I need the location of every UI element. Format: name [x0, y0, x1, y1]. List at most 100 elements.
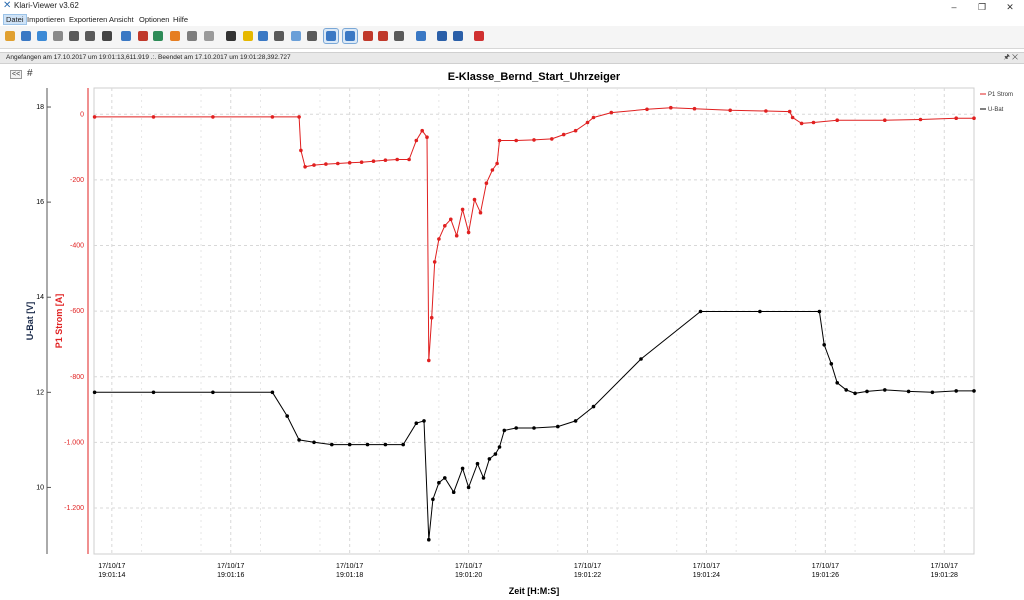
- ubat-data-point: [906, 389, 911, 394]
- menu-ansicht[interactable]: Ansicht: [109, 15, 134, 24]
- eraser-icon[interactable]: [414, 29, 428, 43]
- strom-data-point: [336, 161, 340, 166]
- strom-data-point: [645, 107, 649, 112]
- x-tick-time: 19:01:18: [336, 572, 363, 579]
- ubat-data-point: [466, 485, 471, 490]
- document-icon-glyph: [121, 31, 131, 41]
- menu-hilfe[interactable]: Hilfe: [173, 15, 189, 24]
- book-icon-glyph: [437, 31, 447, 41]
- grid-toggle-icon[interactable]: #: [27, 68, 33, 79]
- line-chart-icon[interactable]: [342, 28, 358, 44]
- shapes-icon-glyph: [243, 31, 253, 41]
- eraser-icon-glyph: [416, 31, 426, 41]
- x-tick-time: 19:01:16: [217, 572, 244, 579]
- print-icon[interactable]: [67, 29, 81, 43]
- info-icon[interactable]: [451, 29, 465, 43]
- ubat-data-point: [930, 390, 935, 395]
- strom-tick-label: -400: [70, 243, 84, 250]
- wrench-icon[interactable]: [51, 29, 65, 43]
- strom-data-point: [443, 224, 447, 228]
- ubat-data-point: [365, 442, 370, 447]
- strom-data-point: [449, 217, 453, 222]
- ubat-data-point: [451, 490, 456, 495]
- collapse-button[interactable]: <<: [10, 70, 23, 79]
- line-chart-icon-glyph: [345, 31, 355, 41]
- grid-icon-glyph: [204, 31, 214, 41]
- strom-data-point: [437, 237, 441, 241]
- chart-area: << # E-Klasse_Bernd_Start_Uhrzeiger 17/10…: [0, 62, 1024, 600]
- menu-importieren[interactable]: Importieren: [27, 15, 65, 24]
- strom-data-point: [972, 116, 976, 120]
- ubat-data-point: [347, 442, 352, 447]
- wrench-icon-glyph: [53, 31, 63, 41]
- pdf-icon[interactable]: [136, 29, 150, 43]
- close-pane-icon[interactable]: ✕: [1011, 54, 1018, 61]
- chart-bar-icon[interactable]: [185, 29, 199, 43]
- palette-icon[interactable]: [168, 29, 182, 43]
- ubat-data-point: [383, 442, 388, 447]
- grid-icon[interactable]: [202, 29, 216, 43]
- measure-icon[interactable]: [256, 29, 270, 43]
- info-icon-glyph: [453, 31, 463, 41]
- strom-data-point: [490, 168, 495, 172]
- export-icon[interactable]: [151, 29, 165, 43]
- menu-exportieren[interactable]: Exportieren: [69, 15, 108, 24]
- strom-data-point: [299, 148, 303, 153]
- strom-data-point: [92, 115, 97, 119]
- save-icon[interactable]: [83, 29, 97, 43]
- strom-data-point: [550, 137, 554, 141]
- strom-data-point: [799, 121, 804, 126]
- strom-data-point: [270, 115, 275, 119]
- ubat-data-point: [285, 414, 290, 418]
- menu-datei[interactable]: Datei: [3, 14, 27, 25]
- shapes-icon[interactable]: [241, 29, 255, 43]
- ubat-data-point: [591, 404, 596, 409]
- marker-icon[interactable]: [376, 29, 390, 43]
- document-icon[interactable]: [119, 29, 133, 43]
- ubat-data-point: [844, 388, 848, 392]
- pin-icon[interactable]: 🖈: [1003, 54, 1010, 61]
- power-icon[interactable]: [472, 29, 486, 43]
- strom-data-point: [211, 115, 215, 119]
- close-button[interactable]: ✕: [1006, 2, 1014, 12]
- x-tick-time: 19:01:22: [574, 572, 601, 579]
- ubat-data-point: [475, 461, 480, 466]
- strom-data-point: [425, 135, 429, 139]
- title-bar: ✕ Klari-Viewer v3.62 – ❐ ✕: [0, 0, 1024, 14]
- axis-icon[interactable]: [323, 28, 339, 44]
- menu-optionen[interactable]: Optionen: [139, 15, 170, 24]
- strom-data-point: [835, 118, 839, 122]
- ubat-data-point: [270, 390, 275, 395]
- strom-data-point: [466, 230, 471, 235]
- x-tick-date: 17/10/17: [812, 563, 839, 570]
- palette-icon-glyph: [170, 31, 180, 41]
- d-icon[interactable]: [224, 29, 238, 43]
- open-folder-icon-glyph: [5, 31, 15, 41]
- minimize-button[interactable]: –: [951, 2, 957, 12]
- image-icon[interactable]: [35, 29, 49, 43]
- x-tick-date: 17/10/17: [693, 563, 720, 570]
- strom-data-point: [692, 106, 697, 111]
- book-icon[interactable]: [435, 29, 449, 43]
- x-tick-date: 17/10/17: [931, 563, 958, 570]
- restore-button[interactable]: ❐: [977, 2, 987, 12]
- strom-data-point: [414, 138, 419, 143]
- chart-svg[interactable]: E-Klasse_Bernd_Start_Uhrzeiger 17/10/17 19…: [0, 62, 1024, 600]
- ubat-data-point: [422, 419, 426, 423]
- pin-icon[interactable]: [361, 29, 375, 43]
- ubat-data-point: [437, 480, 441, 485]
- open-folder-icon[interactable]: [3, 29, 17, 43]
- filter-icon[interactable]: [305, 29, 319, 43]
- tools-icon-glyph: [102, 31, 112, 41]
- legend-strom: P1 Strom: [988, 92, 1013, 98]
- strom-data-point: [811, 120, 816, 125]
- wave-icon[interactable]: [289, 29, 303, 43]
- image-icon-glyph: [37, 31, 47, 41]
- sigma-icon[interactable]: [272, 29, 286, 43]
- tools-icon[interactable]: [100, 29, 114, 43]
- axis-icon-glyph: [326, 31, 336, 41]
- refresh-icon[interactable]: [19, 29, 33, 43]
- zoom-icon[interactable]: [392, 29, 406, 43]
- ubat-data-point: [401, 442, 406, 447]
- strom-data-point: [383, 158, 388, 162]
